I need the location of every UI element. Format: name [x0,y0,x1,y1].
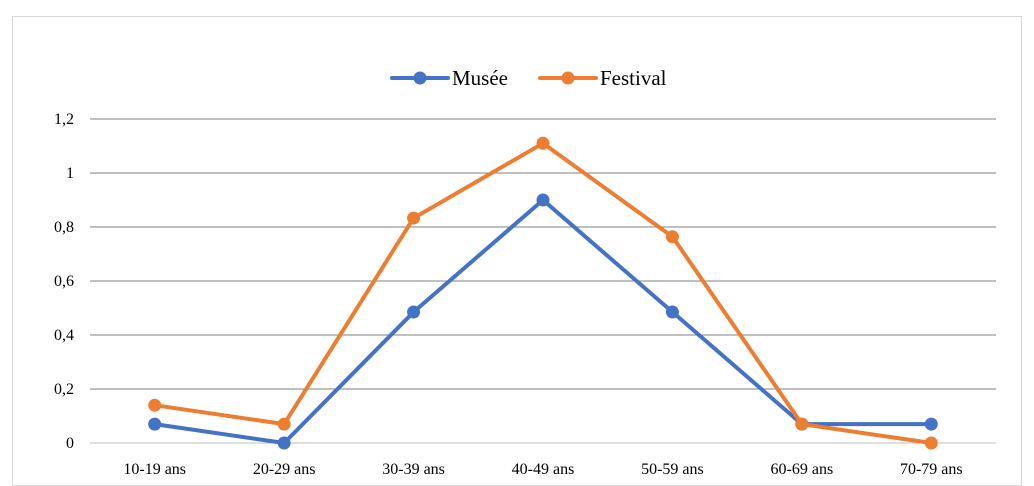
legend-swatch-marker [413,71,427,85]
x-tick-label: 20-29 ans [253,461,316,478]
x-tick-label: 30-39 ans [382,461,445,478]
gridlines [90,118,996,444]
y-tick-label: 0,4 [54,327,74,344]
data-point [924,436,938,450]
series-lines [148,136,938,450]
y-tick-label: 0 [66,435,74,452]
data-point [277,436,291,450]
data-point [277,417,291,431]
x-tick-label: 40-49 ans [512,461,575,478]
y-tick-label: 1,2 [54,111,74,128]
legend-swatch-marker [561,71,575,85]
legend-item: Musée [390,66,508,90]
y-tick-label: 0,2 [54,381,74,398]
series-1 [148,193,938,450]
series-line [152,198,934,445]
data-point [148,417,162,431]
legend: Musée Festival [390,66,667,90]
y-tick-label: 1 [66,165,74,182]
y-axis-ticks: 0 0,2 0,4 0,6 0,8 1 1,2 [54,111,74,452]
x-tick-label: 70-79 ans [900,461,963,478]
data-point [407,211,421,225]
x-tick-label: 60-69 ans [771,461,834,478]
x-tick-label: 10-19 ans [123,461,186,478]
data-point [407,305,421,319]
data-point [924,417,938,431]
y-tick-label: 0,8 [54,219,74,236]
x-tick-label: 50-59 ans [641,461,704,478]
data-point [536,136,550,150]
series-2 [148,136,938,450]
series-line [152,141,934,445]
y-tick-label: 0,6 [54,273,74,290]
legend-label: Festival [600,66,667,90]
x-axis-ticks: 10-19 ans 20-29 ans 30-39 ans 40-49 ans 50-5… [123,461,962,478]
data-point [665,305,679,319]
legend-label: Musée [452,66,508,90]
data-point [536,193,550,207]
legend-item: Festival [538,66,667,90]
data-point [795,417,809,431]
data-point [665,230,679,244]
data-point [148,398,162,412]
